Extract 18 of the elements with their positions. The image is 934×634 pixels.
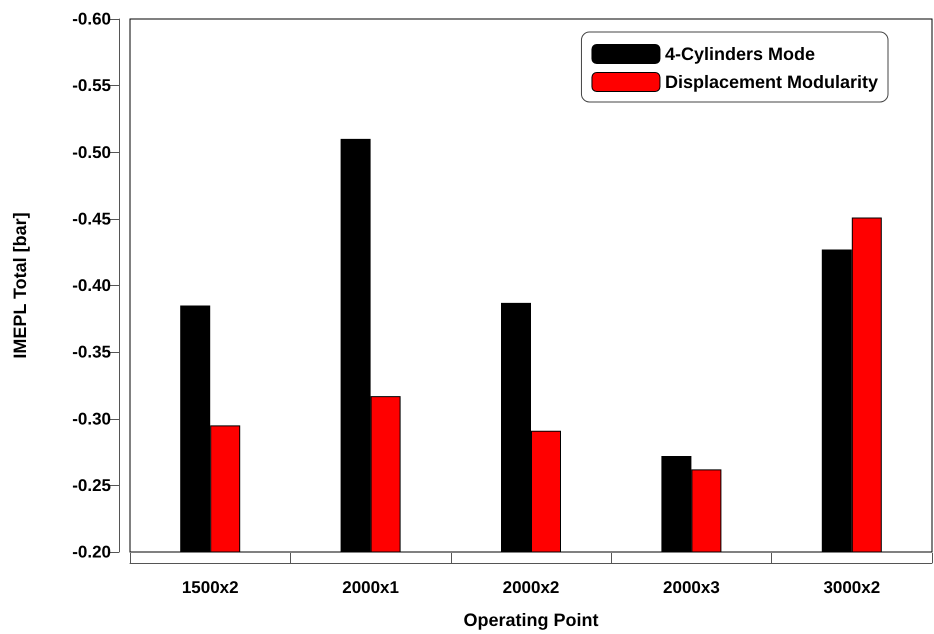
x-tick-label: 3000x2 [823,578,880,597]
x-tick-label: 2000x3 [663,578,720,597]
legend-label: Displacement Modularity [664,72,878,92]
x-axis-title: Operating Point [464,610,599,630]
legend-label: 4-Cylinders Mode [664,44,815,64]
x-tick-label: 2000x1 [342,578,399,597]
y-tick-label: -0.45 [72,209,111,228]
y-tick-label: -0.40 [72,276,111,295]
y-tick-label: -0.60 [72,10,111,28]
y-tick-label: -0.30 [72,409,111,428]
y-tick-label: -0.20 [72,542,111,562]
y-tick-label: -0.50 [72,142,111,162]
x-tick-label: 1500x2 [182,578,239,597]
y-tick-label: -0.35 [72,342,111,362]
x-tick-label: 2000x2 [502,578,560,597]
y-axis-title: IMEPL Total [bar] [10,212,30,359]
y-tick-label: -0.25 [72,476,111,495]
y-tick-label: -0.55 [72,76,111,96]
